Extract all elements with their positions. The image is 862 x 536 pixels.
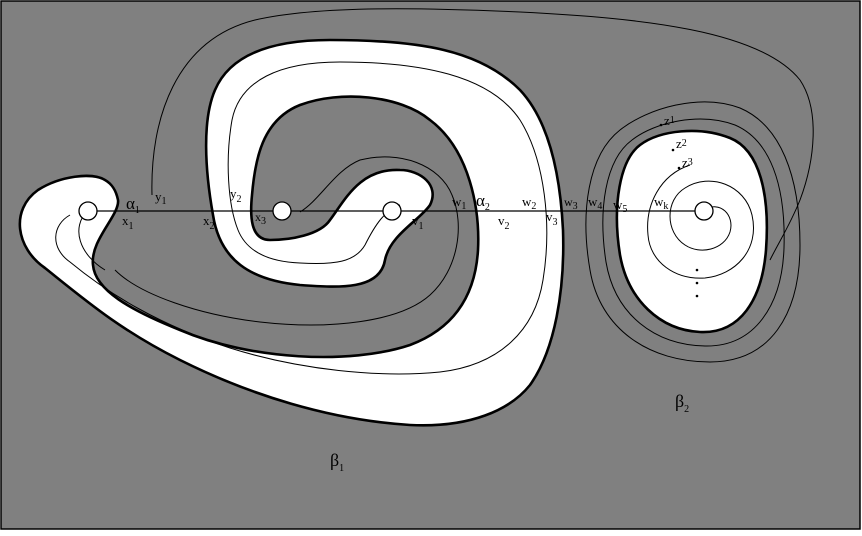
label-v2: v2 [498,213,510,232]
label-v1: v1 [412,213,424,232]
label-alpha1: α1 [126,194,140,216]
beta2-ring-1 [602,118,785,347]
beta2-spiral [647,164,754,279]
dot-z2 [671,148,675,152]
beta1-inner-curve-b [114,156,459,326]
puncture-4 [694,201,714,221]
label-y1: y1 [155,189,167,207]
label-x1: x1 [122,213,134,232]
label-w1: w1 [452,194,466,212]
label-z2: z2 [676,136,687,151]
label-beta2: β2 [675,391,689,415]
label-w3: w3 [564,195,578,212]
label-w5: w5 [613,197,627,215]
label-w2: w2 [522,194,536,212]
label-x2: x2 [203,213,215,232]
label-x3: x3 [255,210,266,227]
label-alpha2: α2 [476,191,490,213]
outer-loop-curve [151,8,814,261]
label-w4: w4 [588,194,602,212]
beta1-inner-curve-a [55,61,548,375]
beta2-region [615,129,769,334]
label-z1: z1 [664,113,675,128]
dot-z1 [659,123,663,127]
label-z3: z3 [682,155,693,170]
label-wk: wk [654,194,668,212]
puncture-1 [78,201,98,221]
puncture-3 [382,201,402,221]
dot-z3 [677,166,681,170]
label-beta1: β1 [330,450,344,474]
puncture-2 [272,201,292,221]
label-y2: y2 [230,186,242,205]
ellipsis-dot-3 [695,294,699,298]
beta1-region [18,38,565,427]
label-v3: v3 [546,209,558,228]
beta2-dots [659,123,699,298]
ellipsis-dot-1 [695,268,699,272]
ellipsis-dot-2 [695,281,699,285]
beta2-ring-2 [585,101,801,363]
